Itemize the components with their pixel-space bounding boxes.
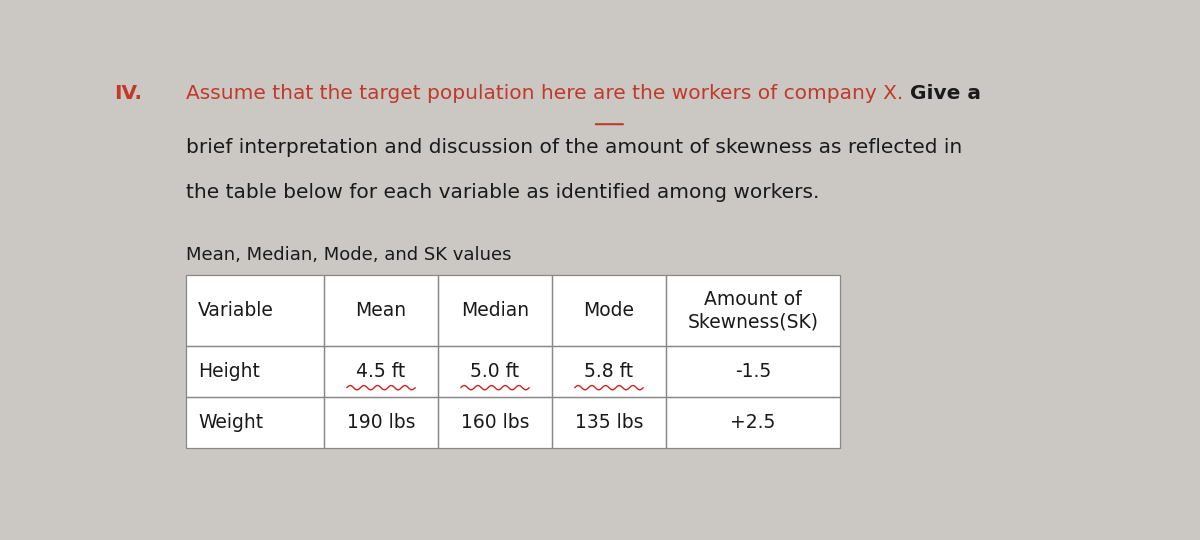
Bar — [324, 397, 438, 448]
Text: IV.: IV. — [114, 84, 142, 103]
Bar — [324, 275, 438, 346]
Bar — [666, 397, 840, 448]
Text: +2.5: +2.5 — [731, 413, 775, 432]
Bar — [552, 397, 666, 448]
Bar — [552, 275, 666, 346]
Text: Median: Median — [461, 301, 529, 320]
Text: Mode: Mode — [583, 301, 635, 320]
Text: Assume that the target population here are: Assume that the target population here a… — [186, 84, 625, 103]
Text: Height: Height — [198, 362, 260, 381]
Text: Assume that the target population here are the workers of company X.: Assume that the target population here a… — [186, 84, 904, 103]
Text: Assume that the target population here: Assume that the target population here — [186, 84, 593, 103]
Bar — [186, 275, 840, 448]
Bar — [438, 275, 552, 346]
Bar — [552, 346, 666, 397]
Text: Amount of
Skewness(SK): Amount of Skewness(SK) — [688, 290, 818, 331]
Text: 160 lbs: 160 lbs — [461, 413, 529, 432]
Bar — [186, 346, 324, 397]
Text: 5.0 ft: 5.0 ft — [470, 362, 520, 381]
Bar — [438, 397, 552, 448]
Bar — [666, 275, 840, 346]
Text: Give a: Give a — [904, 84, 982, 103]
Text: brief interpretation and discussion of the amount of skewness as reflected in: brief interpretation and discussion of t… — [186, 138, 962, 157]
Text: Mean: Mean — [355, 301, 407, 320]
Text: the table below for each variable as identified among workers.: the table below for each variable as ide… — [186, 183, 820, 201]
Bar — [324, 346, 438, 397]
Text: Mean, Median, Mode, and SK values: Mean, Median, Mode, and SK values — [186, 246, 511, 264]
Text: -1.5: -1.5 — [734, 362, 772, 381]
Text: 135 lbs: 135 lbs — [575, 413, 643, 432]
Text: Variable: Variable — [198, 301, 274, 320]
Bar — [186, 397, 324, 448]
Text: 190 lbs: 190 lbs — [347, 413, 415, 432]
Bar — [186, 275, 324, 346]
Text: 5.8 ft: 5.8 ft — [584, 362, 634, 381]
Text: Weight: Weight — [198, 413, 263, 432]
Text: 4.5 ft: 4.5 ft — [356, 362, 406, 381]
Bar — [438, 346, 552, 397]
Bar — [666, 346, 840, 397]
